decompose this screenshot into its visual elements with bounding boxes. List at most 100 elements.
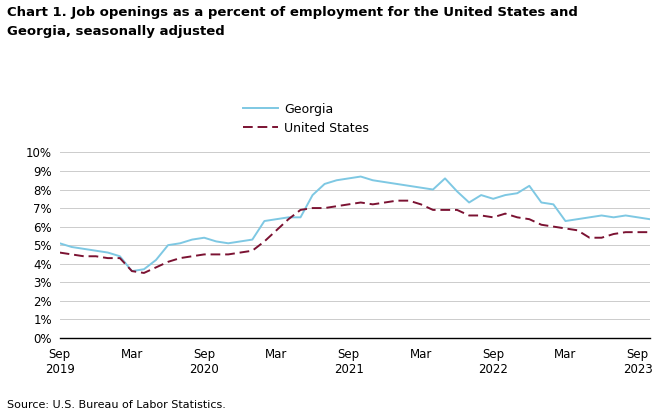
Georgia — [116, 254, 124, 259]
Georgia — [308, 192, 316, 197]
United States — [429, 208, 437, 213]
Georgia — [646, 217, 654, 222]
Georgia — [610, 215, 618, 220]
United States — [634, 230, 642, 235]
Georgia — [140, 267, 148, 272]
United States — [550, 224, 558, 229]
United States — [357, 200, 365, 205]
Georgia — [212, 239, 220, 244]
Georgia — [550, 202, 558, 207]
United States — [140, 270, 148, 275]
United States — [441, 208, 449, 213]
United States — [236, 250, 244, 255]
Georgia — [585, 215, 593, 220]
United States — [104, 255, 112, 261]
United States — [345, 202, 353, 207]
United States — [261, 239, 269, 244]
Georgia — [188, 237, 196, 242]
United States — [525, 217, 533, 222]
United States — [321, 206, 329, 211]
Georgia — [597, 213, 605, 218]
Georgia — [417, 185, 425, 190]
Georgia — [333, 178, 341, 183]
United States — [249, 248, 257, 253]
Georgia — [405, 183, 413, 188]
United States — [116, 255, 124, 261]
United States — [538, 222, 546, 227]
United States — [513, 215, 521, 220]
United States — [80, 254, 88, 259]
Georgia — [489, 197, 497, 201]
United States — [224, 252, 232, 257]
Georgia — [381, 180, 389, 185]
Georgia — [284, 215, 292, 220]
Georgia — [164, 243, 172, 248]
Georgia — [91, 248, 99, 253]
Georgia — [236, 239, 244, 244]
United States — [128, 269, 136, 274]
United States — [573, 228, 581, 233]
United States — [176, 255, 184, 261]
United States — [405, 198, 413, 203]
United States — [272, 228, 280, 233]
United States — [622, 230, 630, 235]
Georgia — [249, 237, 257, 242]
Georgia — [56, 241, 64, 246]
Georgia — [152, 258, 160, 262]
Georgia — [357, 174, 365, 179]
Georgia — [128, 269, 136, 274]
United States — [610, 232, 618, 236]
Text: Georgia, seasonally adjusted: Georgia, seasonally adjusted — [7, 25, 224, 38]
Georgia — [441, 176, 449, 181]
United States — [308, 206, 316, 211]
Georgia — [477, 192, 485, 197]
Georgia — [453, 189, 461, 194]
United States — [164, 260, 172, 265]
United States — [381, 200, 389, 205]
United States — [489, 215, 497, 220]
United States — [393, 198, 401, 203]
Georgia — [369, 178, 377, 183]
Line: Georgia: Georgia — [60, 177, 650, 271]
United States — [597, 235, 605, 240]
Georgia — [501, 192, 509, 197]
Georgia — [429, 187, 437, 192]
Georgia — [622, 213, 630, 218]
Georgia — [393, 181, 401, 186]
Georgia — [562, 219, 570, 224]
United States — [477, 213, 485, 218]
United States — [212, 252, 220, 257]
Georgia — [272, 217, 280, 222]
United States — [562, 226, 570, 231]
Georgia — [573, 217, 581, 222]
United States — [284, 217, 292, 222]
Georgia — [525, 183, 533, 188]
Line: United States: United States — [60, 201, 650, 273]
Georgia — [176, 241, 184, 246]
Georgia — [634, 215, 642, 220]
Georgia — [104, 250, 112, 255]
Text: Chart 1. Job openings as a percent of employment for the United States and: Chart 1. Job openings as a percent of em… — [7, 6, 577, 19]
United States — [453, 208, 461, 213]
United States — [465, 213, 473, 218]
Georgia — [296, 215, 304, 220]
United States — [369, 202, 377, 207]
Georgia — [68, 244, 76, 249]
Georgia — [321, 181, 329, 186]
Legend: Georgia, United States: Georgia, United States — [243, 103, 369, 135]
United States — [333, 204, 341, 208]
United States — [501, 211, 509, 216]
Georgia — [200, 235, 208, 240]
Georgia — [465, 200, 473, 205]
Text: Source: U.S. Bureau of Labor Statistics.: Source: U.S. Bureau of Labor Statistics. — [7, 400, 225, 410]
Georgia — [345, 176, 353, 181]
United States — [188, 254, 196, 259]
Georgia — [261, 219, 269, 224]
United States — [68, 252, 76, 257]
Georgia — [224, 241, 232, 246]
United States — [152, 265, 160, 270]
United States — [296, 208, 304, 213]
United States — [200, 252, 208, 257]
United States — [91, 254, 99, 259]
Georgia — [513, 191, 521, 196]
